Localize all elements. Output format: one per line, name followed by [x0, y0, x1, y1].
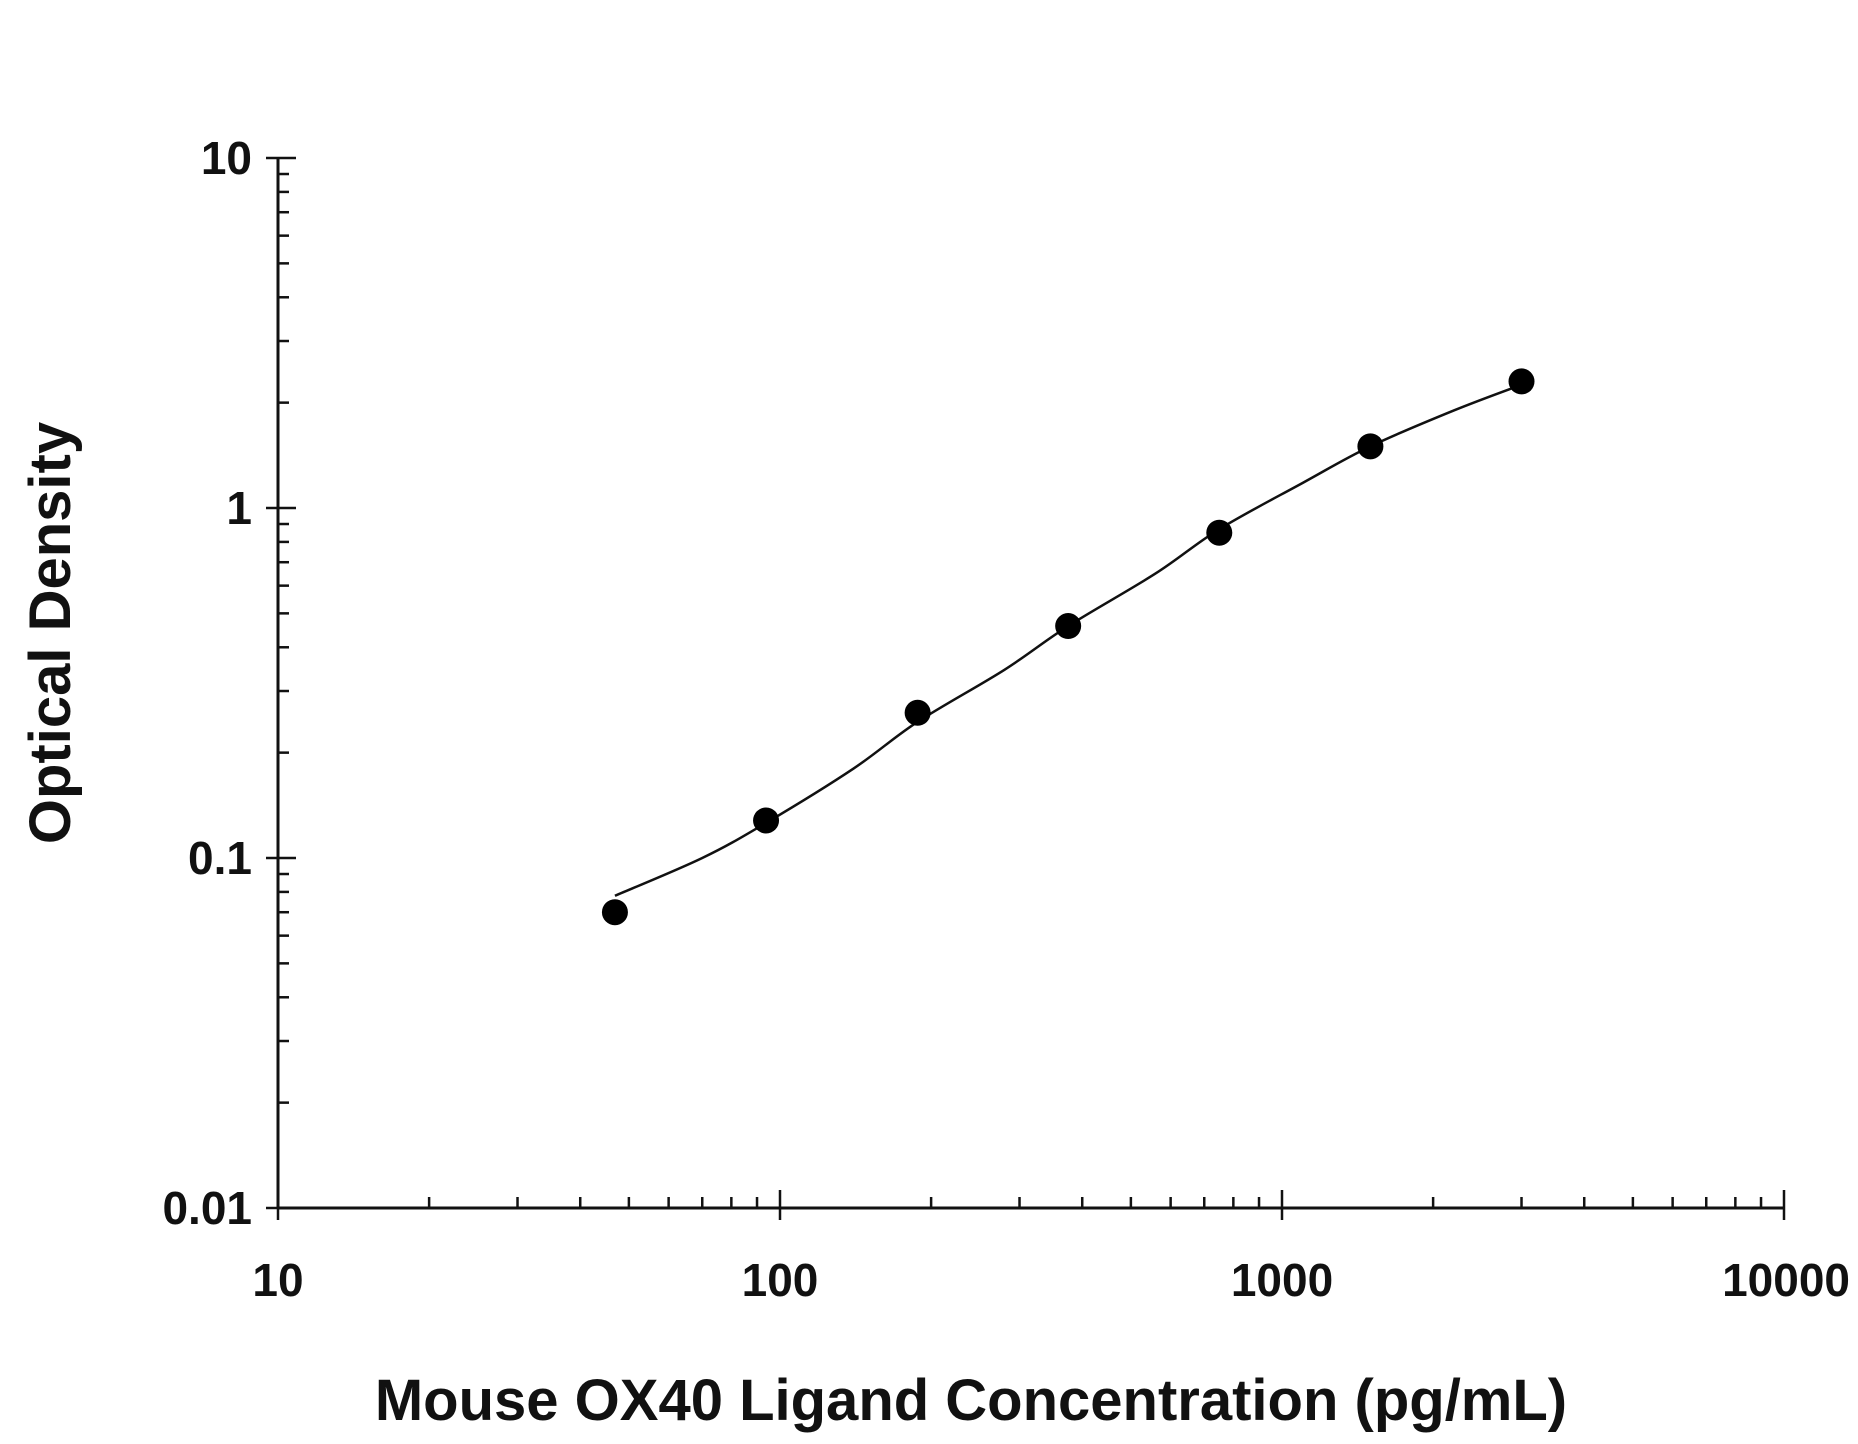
- y-tick-label: 1: [226, 482, 252, 534]
- data-point: [1055, 613, 1082, 640]
- ticks: [266, 156, 1786, 1220]
- y-tick-label: 10: [201, 132, 252, 184]
- tick-labels: 0.01 0.1 1 10 10 100 1000 10000: [162, 132, 1850, 1306]
- x-tick-label: 100: [742, 1254, 819, 1306]
- data-point: [904, 699, 931, 726]
- data-point: [1206, 519, 1233, 546]
- y-tick-label: 0.01: [162, 1182, 252, 1234]
- axes: [276, 158, 1784, 1210]
- x-tick-label: 10000: [1722, 1254, 1850, 1306]
- x-tick-label: 10: [252, 1254, 303, 1306]
- y-tick-label: 0.1: [188, 832, 252, 884]
- data-point: [753, 807, 780, 834]
- data-point: [601, 899, 628, 926]
- x-tick-label: 1000: [1231, 1254, 1333, 1306]
- data-points: [601, 368, 1535, 926]
- fit-curve: [614, 383, 1522, 897]
- x-axis-title: Mouse OX40 Ligand Concentration (pg/mL): [375, 1368, 1567, 1433]
- data-point: [1357, 433, 1384, 460]
- y-axis-title: Optical Density: [18, 422, 83, 844]
- data-point: [1508, 368, 1535, 395]
